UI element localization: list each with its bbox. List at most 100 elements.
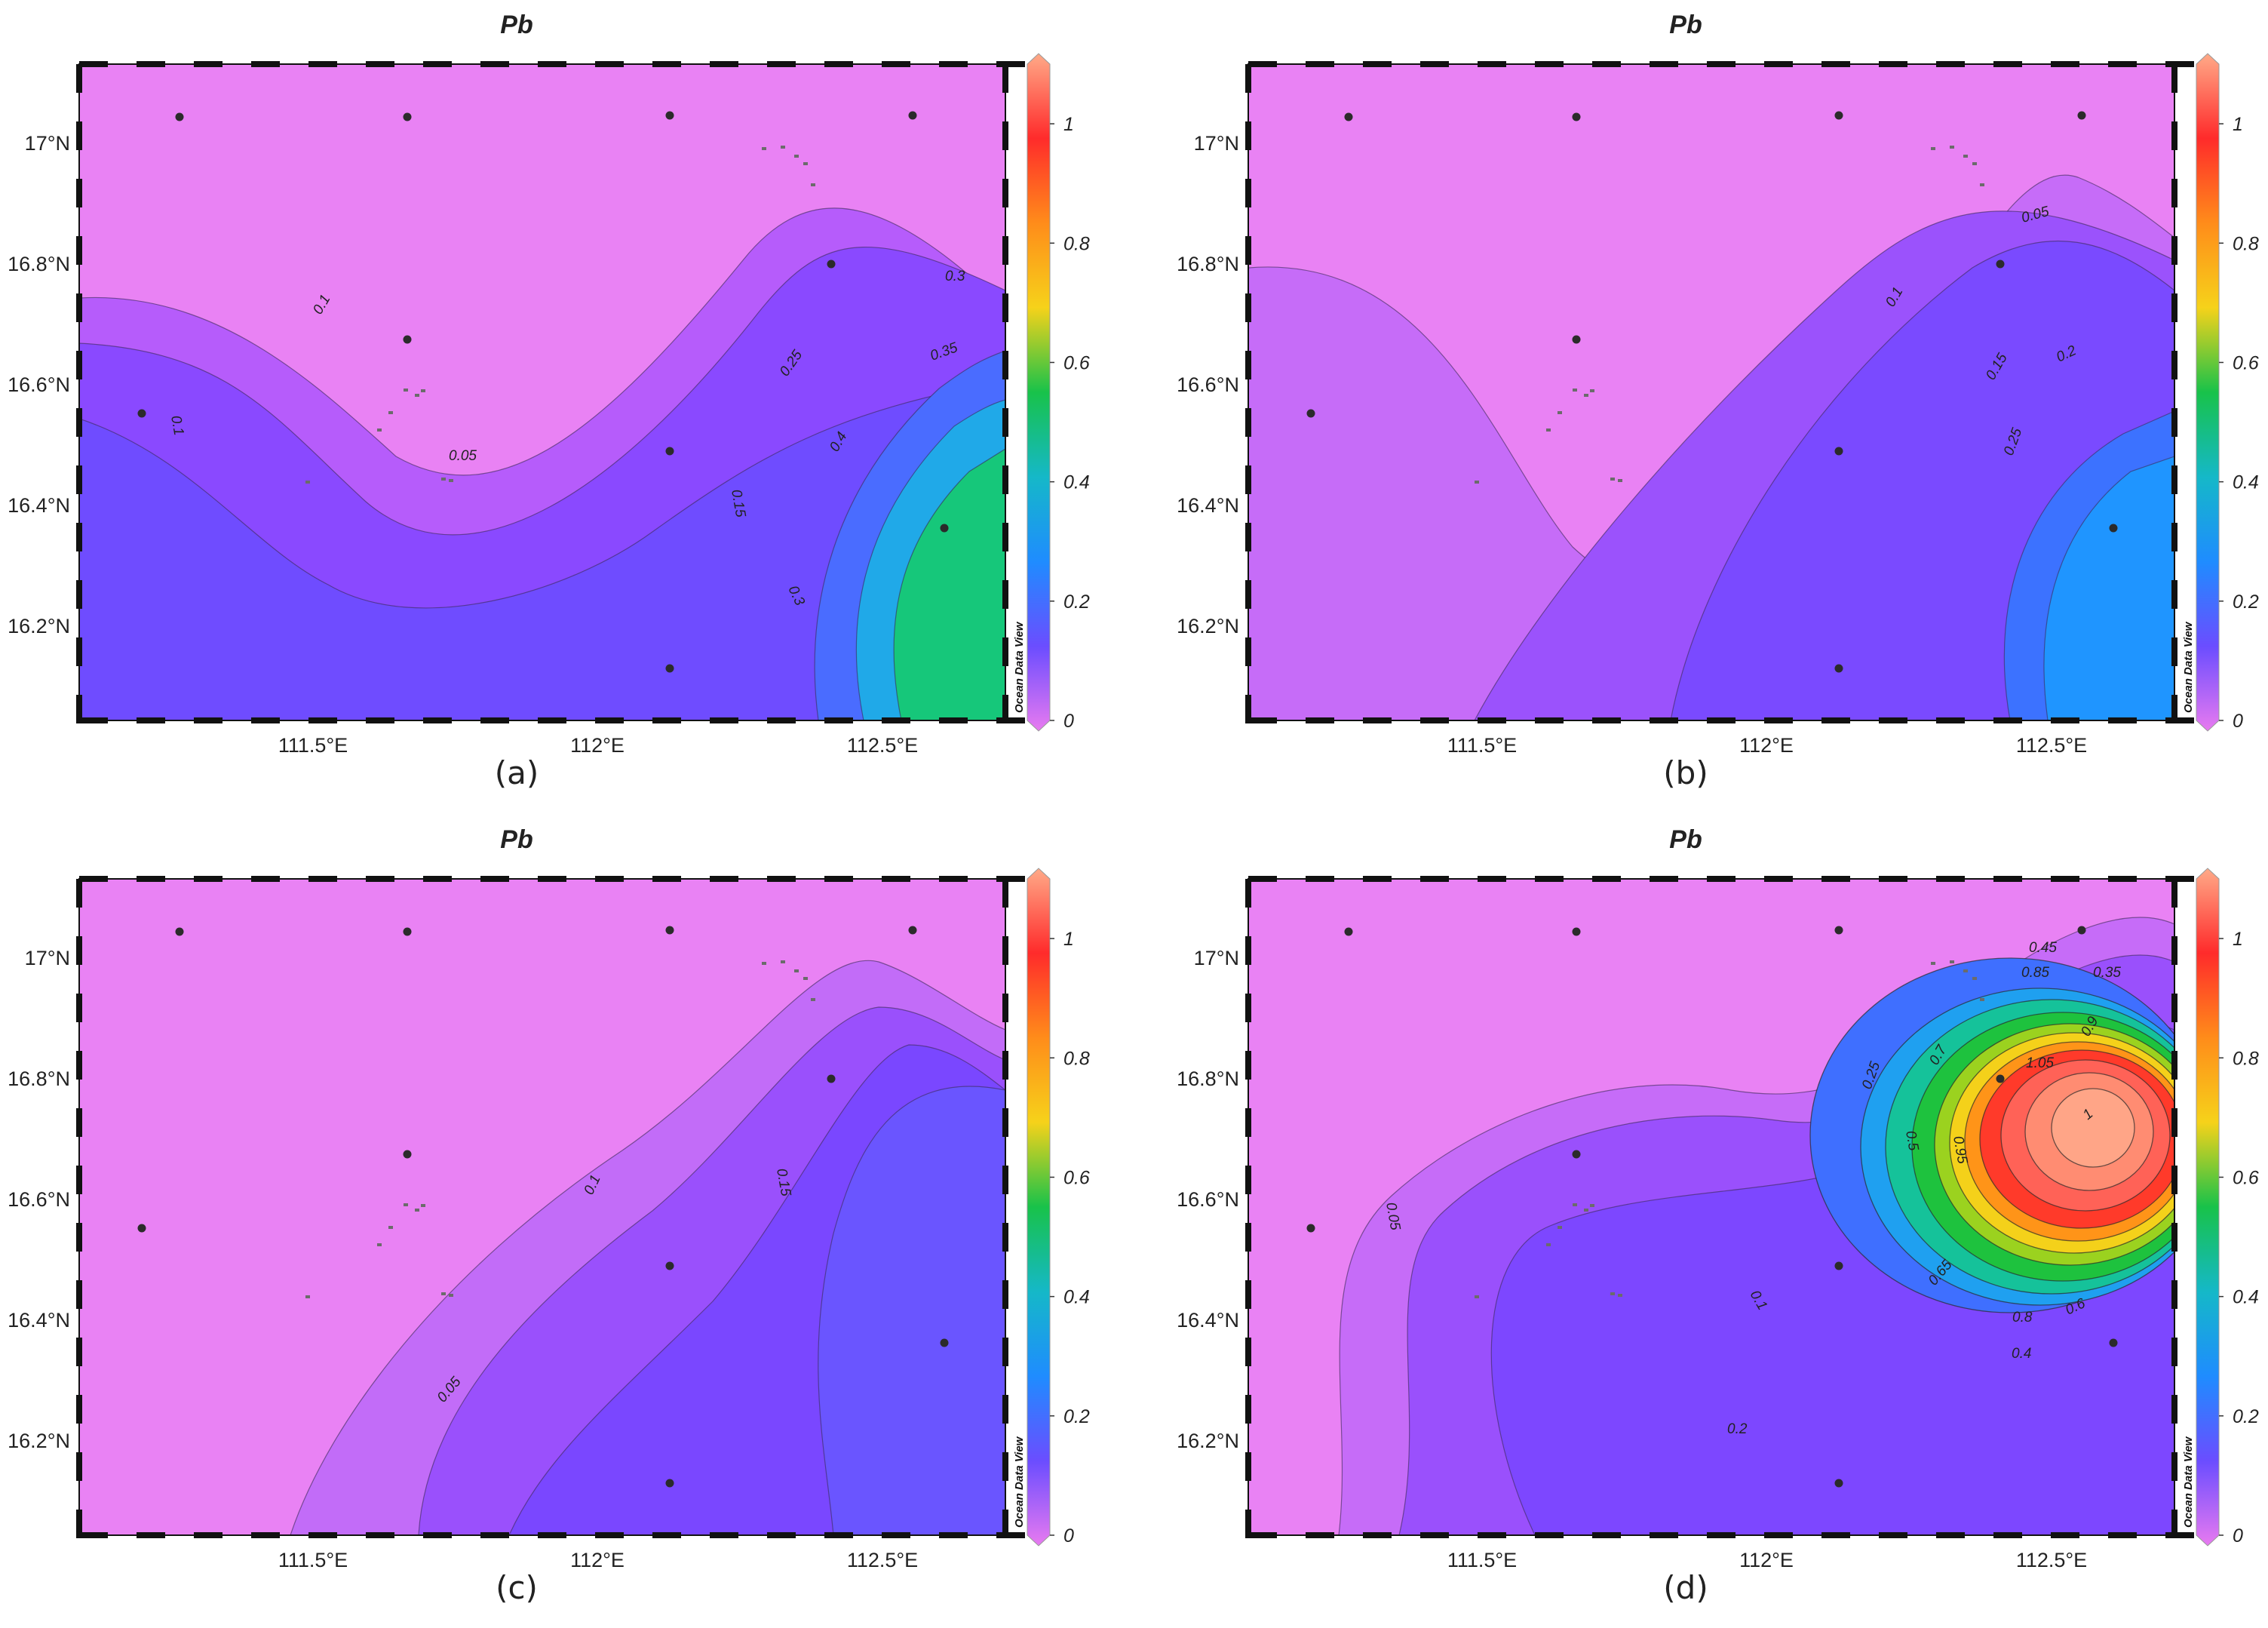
colorbar-tick-label: 1 xyxy=(1063,114,1074,135)
concentration-field: 0.10.050.10.150.250.30.350.40.3 xyxy=(79,64,1005,720)
frame-dash xyxy=(2171,1051,2177,1080)
colorbar-tick-label: 0.6 xyxy=(1063,1167,1090,1188)
frame-dash xyxy=(1420,61,1449,67)
island xyxy=(794,969,799,972)
odv-watermark: Ocean Data View xyxy=(1013,1436,1026,1528)
colorbar-tick-label: 0.2 xyxy=(1063,591,1090,613)
island xyxy=(377,429,382,432)
frame-dash xyxy=(2171,1108,2177,1137)
longitude-tick-label: 111.5°E xyxy=(1447,734,1517,757)
frame-dash xyxy=(996,61,1025,67)
field-clip: 0.050.1 0.15 xyxy=(79,879,1005,1535)
frame-dash xyxy=(251,876,280,882)
panel-label: (d) xyxy=(1663,1569,1708,1606)
map-panel-a: 0.10.050.10.150.250.30.350.40.317°N16.8°… xyxy=(8,53,1090,757)
latitude-tick-label: 16.6°N xyxy=(8,373,70,396)
panel-label: (b) xyxy=(1663,754,1708,791)
frame-dash xyxy=(137,876,165,882)
frame-dash xyxy=(1535,1532,1564,1538)
island xyxy=(1610,478,1615,481)
station-marker xyxy=(2109,524,2118,533)
contour-label: 0.35 xyxy=(2093,965,2121,981)
panel-title: Pb xyxy=(500,11,533,39)
island xyxy=(1546,1243,1551,1246)
frame-dash xyxy=(2051,876,2079,882)
colorbar xyxy=(2196,868,2220,1547)
colorbar-tick-label: 0 xyxy=(1063,711,1074,732)
frame-dash xyxy=(1993,717,2022,723)
latitude-tick-label: 16.4°N xyxy=(1177,494,1239,517)
frame-dash xyxy=(76,1223,82,1252)
longitude-tick-label: 111.5°E xyxy=(1447,1549,1517,1571)
frame-dash xyxy=(1592,876,1621,882)
frame-dash xyxy=(710,717,738,723)
frame-dash xyxy=(1002,1452,1008,1481)
frame-dash xyxy=(79,61,108,67)
frame-dash xyxy=(76,351,82,379)
island xyxy=(449,1294,453,1297)
frame-dash xyxy=(1002,179,1008,207)
island xyxy=(1618,479,1622,482)
frame-dash xyxy=(76,695,82,723)
latitude-tick-label: 17°N xyxy=(1194,947,1239,969)
island xyxy=(1610,1292,1615,1295)
panel-label: (c) xyxy=(496,1569,538,1606)
frame-dash xyxy=(76,1510,82,1538)
station-marker xyxy=(940,1338,949,1347)
longitude-tick-label: 112.5°E xyxy=(2016,734,2087,757)
island xyxy=(377,1243,382,1246)
frame-dash xyxy=(595,1532,624,1538)
station-marker xyxy=(1996,1074,2005,1083)
frame-dash xyxy=(2171,523,2177,551)
frame-dash xyxy=(2171,1510,2177,1538)
frame-dash xyxy=(652,876,681,882)
frame-dash xyxy=(1245,1452,1251,1481)
island xyxy=(404,389,408,392)
colorbar-tick-label: 0 xyxy=(2233,711,2243,732)
station-marker xyxy=(1572,927,1581,936)
frame-dash xyxy=(76,1166,82,1194)
station-marker xyxy=(175,927,184,936)
frame-dash xyxy=(1002,1166,1008,1194)
frame-dash xyxy=(1478,876,1506,882)
frame-dash xyxy=(1002,408,1008,437)
frame-dash xyxy=(882,61,910,67)
frame-dash xyxy=(824,61,853,67)
frame-dash xyxy=(1245,465,1251,494)
island xyxy=(1950,146,1954,149)
frame-dash xyxy=(1245,637,1251,666)
latitude-tick-label: 16.2°N xyxy=(8,1430,70,1452)
contour-label: 0.05 xyxy=(449,448,477,464)
frame-dashes xyxy=(1245,876,2194,1538)
longitude-tick-label: 112°E xyxy=(570,734,625,757)
frame-dash xyxy=(1363,876,1392,882)
island xyxy=(1980,998,1984,1001)
frame-dashes xyxy=(1245,61,2194,723)
frame-dash xyxy=(1245,293,1251,322)
frame-dash xyxy=(76,465,82,494)
station-marker xyxy=(1834,1261,1843,1270)
frame-dash xyxy=(76,1280,82,1309)
frame-dash xyxy=(423,876,452,882)
island xyxy=(1558,1226,1562,1229)
panel-b: Pb 0.05 0.1 0.15 0.2 0.25 17°N 16.8°N 16.6°N 16.… xyxy=(1177,0,2268,811)
station-marker xyxy=(940,524,949,533)
frame-dash xyxy=(1936,61,1965,67)
odv-watermark: Ocean Data View xyxy=(2182,621,2195,713)
longitude-tick-label: 112°E xyxy=(1739,734,1794,757)
frame-dash xyxy=(1764,717,1793,723)
panel-c: Pb 0.05 0.1 0.15 17°N 16.8°N 16.6°N 16.4°N 16.2… xyxy=(8,815,1162,1626)
frame-dash xyxy=(1363,61,1392,67)
frame-dash xyxy=(76,1108,82,1137)
island xyxy=(1573,389,1577,392)
island xyxy=(1558,411,1562,414)
frame-dash xyxy=(1245,121,1251,150)
station-marker xyxy=(1834,926,1843,935)
latitude-tick-label: 16.2°N xyxy=(1177,615,1239,637)
station-marker xyxy=(403,112,412,121)
frame-dash xyxy=(1002,695,1008,723)
frame-dash xyxy=(2171,879,2177,908)
island xyxy=(781,960,785,963)
contour-band xyxy=(818,1086,1005,1535)
frame-dash xyxy=(767,61,796,67)
